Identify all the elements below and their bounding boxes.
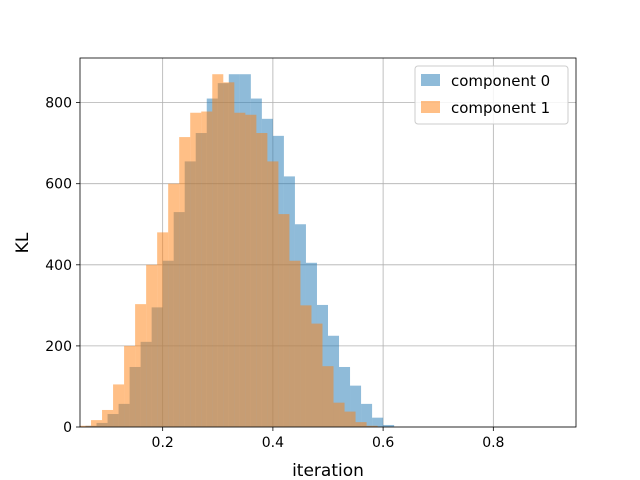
bar-series1-6 <box>146 264 158 427</box>
bar-series1-19 <box>289 260 301 427</box>
y-tick-label: 800 <box>45 96 72 112</box>
bar-series1-10 <box>190 112 202 427</box>
bar-series1-23 <box>333 402 345 427</box>
y-axis-label: KL <box>13 232 33 253</box>
axis-ticks: 0.2 0.4 0.6 0.8 0 200 400 600 800 <box>45 96 504 451</box>
bar-series1-26 <box>366 425 378 427</box>
x-tick-label: 0.8 <box>482 435 504 451</box>
bar-series1-1 <box>91 420 103 427</box>
bar-series0-27 <box>383 424 395 427</box>
bar-series1-21 <box>311 323 323 427</box>
legend-swatch-1 <box>421 101 440 113</box>
x-axis-label: iteration <box>292 461 364 480</box>
legend-label-1: component 1 <box>451 99 550 117</box>
bar-series1-5 <box>135 304 147 427</box>
bar-series0-23 <box>339 366 351 427</box>
legend-box <box>414 65 569 125</box>
y-tick-label: 200 <box>45 339 72 355</box>
legend: component 0 component 1 <box>414 65 569 125</box>
legend-label-0: component 0 <box>451 72 550 90</box>
x-tick-label: 0.2 <box>152 435 174 451</box>
plot-frame <box>79 57 577 428</box>
bar-series1-18 <box>278 214 290 427</box>
bar-series1-0 <box>80 425 92 427</box>
bar-series1-7 <box>157 232 169 427</box>
bar-series1-15 <box>245 114 257 428</box>
bar-series1-8 <box>168 183 180 427</box>
bar-series1-16 <box>256 133 268 427</box>
bar-series0-25 <box>361 403 373 427</box>
bar-series1-24 <box>344 411 356 427</box>
bar-series1-17 <box>267 161 279 427</box>
y-tick-label: 0 <box>63 420 72 436</box>
bar-series1-3 <box>113 384 125 427</box>
y-tick-label: 400 <box>45 258 72 274</box>
bar-series1-2 <box>102 409 114 427</box>
bar-series1-9 <box>179 137 191 428</box>
bar-series1-22 <box>322 366 334 427</box>
bar-series1-13 <box>223 82 235 427</box>
bar-series1-20 <box>300 305 312 427</box>
histogram-bars <box>80 74 395 428</box>
bar-series1-4 <box>124 345 136 427</box>
y-tick-label: 600 <box>45 177 72 193</box>
x-tick-label: 0.4 <box>262 435 284 451</box>
bar-series0-24 <box>350 385 362 427</box>
bar-series1-11 <box>201 111 213 428</box>
bar-series0-26 <box>372 417 384 427</box>
bar-series1-12 <box>212 74 224 427</box>
bar-series1-14 <box>234 112 246 427</box>
x-tick-label: 0.6 <box>372 435 394 451</box>
legend-swatch-0 <box>421 74 440 86</box>
bar-series1-25 <box>355 422 367 427</box>
